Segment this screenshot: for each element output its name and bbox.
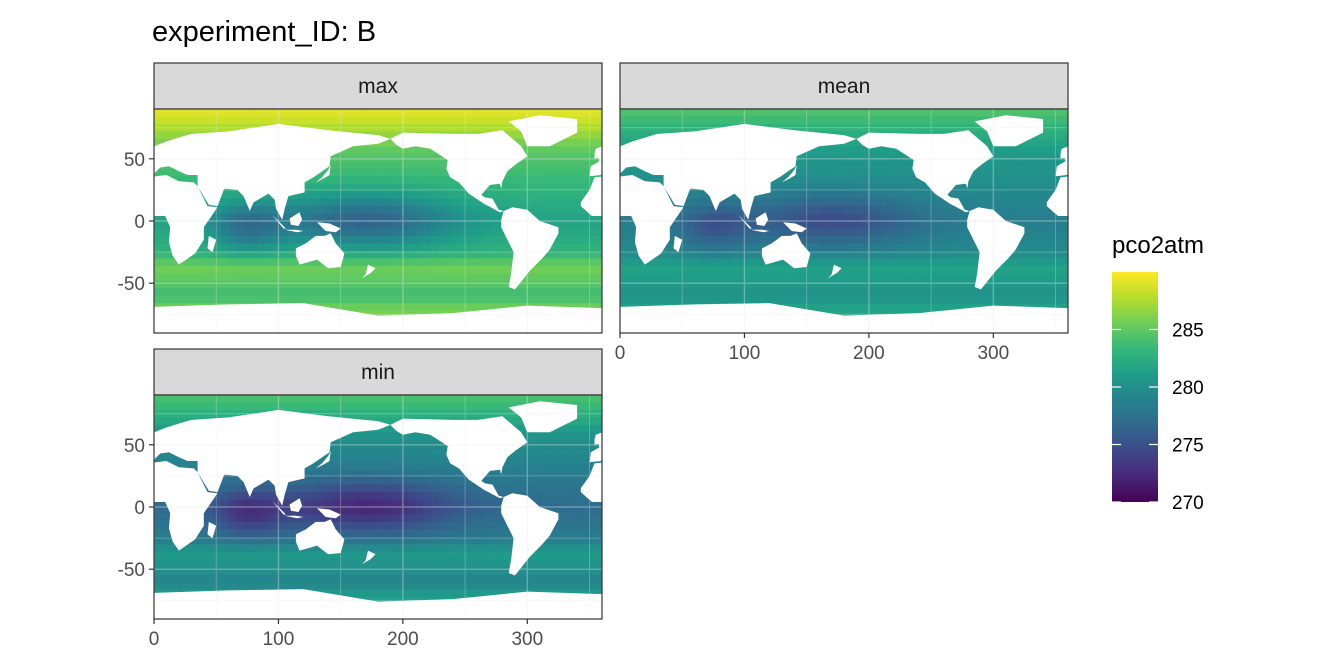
- land-mask-max: [154, 115, 602, 333]
- x-tick-label: 0: [149, 629, 160, 650]
- legend-tick-label: 275: [1172, 436, 1204, 457]
- land-mask-min: [154, 401, 602, 619]
- panel-border-mean: [619, 108, 1069, 334]
- y-tick-label: -50: [118, 560, 145, 581]
- land-mask-wrap-max: [580, 146, 602, 216]
- y-tick-label: 50: [124, 436, 145, 457]
- land-mask-wrap-mean: [1046, 146, 1068, 216]
- gridlines-mean: [620, 109, 1068, 333]
- legend-tick-label: 270: [1172, 493, 1204, 514]
- legend-tick-label: 285: [1172, 321, 1204, 342]
- strip-min: [153, 348, 603, 396]
- x-tick-label: 300: [977, 343, 1009, 364]
- x-tick-label: 200: [387, 629, 419, 650]
- y-tick-label: 0: [134, 212, 145, 233]
- land-mask-mean: [620, 115, 1068, 333]
- plot-area-mean: [620, 109, 1068, 333]
- y-tick-label: 50: [124, 150, 145, 171]
- x-tick-label: 300: [511, 629, 543, 650]
- strip-label-max: max: [358, 75, 398, 98]
- strip-max: [153, 62, 603, 110]
- plot-area-max: [154, 109, 602, 333]
- facet-panels: max 50 0 -50 mean 0 100 200 300 min 50 0 -50 0 100 200 3…: [118, 62, 1069, 650]
- facet-panel-min: min 50 0 -50 0 100 200 300: [118, 348, 603, 650]
- x-tick-label: 100: [729, 343, 761, 364]
- y-tick-label: -50: [118, 274, 145, 295]
- x-tick-label: 100: [263, 629, 295, 650]
- x-tick-label: 200: [853, 343, 885, 364]
- chart-title: experiment_ID: B: [152, 16, 376, 48]
- gridlines-max: [154, 109, 602, 333]
- facet-panel-mean: mean 0 100 200 300: [615, 62, 1069, 364]
- y-tick-label: 0: [134, 498, 145, 519]
- strip-mean: [619, 62, 1069, 110]
- x-tick-label: 0: [615, 343, 626, 364]
- facet-panel-max: max 50 0 -50: [118, 62, 603, 334]
- gridlines-min: [154, 395, 602, 619]
- legend-title: pco2atm: [1112, 232, 1204, 259]
- legend-tick-label: 280: [1172, 378, 1204, 399]
- land-mask-wrap-min: [580, 432, 602, 502]
- color-legend: pco2atm 285 280 275 270: [1112, 232, 1204, 514]
- strip-label-min: min: [361, 361, 395, 384]
- strip-label-mean: mean: [818, 75, 871, 98]
- plot-area-min: [154, 395, 602, 619]
